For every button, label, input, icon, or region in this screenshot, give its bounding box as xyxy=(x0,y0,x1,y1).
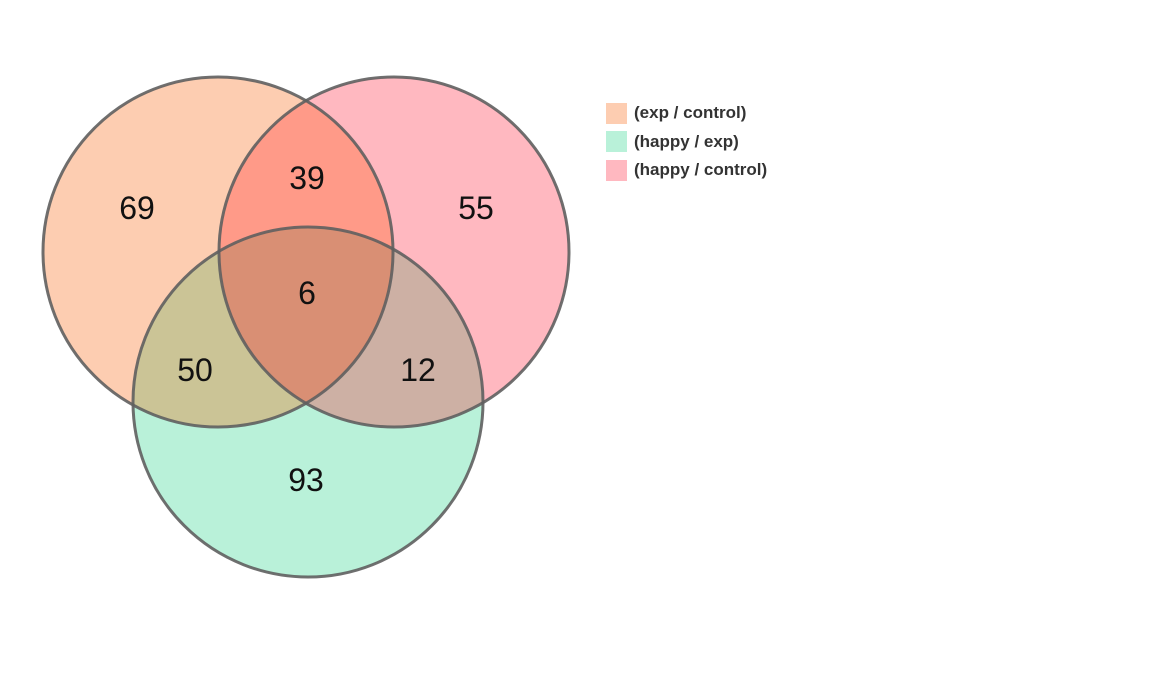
outline-happy-exp xyxy=(131,225,485,579)
legend-item-happy-control: (happy / control) xyxy=(606,156,767,185)
legend-label: (happy / exp) xyxy=(634,131,739,151)
legend: (exp / control) (happy / exp) (happy / c… xyxy=(606,99,767,185)
legend-swatch xyxy=(606,131,627,153)
outline-exp-control xyxy=(41,75,395,429)
count-all-three: 6 xyxy=(298,275,316,311)
count-exp-control-and-happy-control: 39 xyxy=(289,160,325,196)
count-happy-exp-only: 93 xyxy=(288,462,324,498)
legend-swatch xyxy=(606,159,627,181)
legend-item-exp-control: (exp / control) xyxy=(606,99,767,128)
count-exp-control-only: 69 xyxy=(119,190,155,226)
count-happy-control-only: 55 xyxy=(458,190,494,226)
legend-label: (happy / control) xyxy=(634,160,768,180)
legend-item-happy-exp: (happy / exp) xyxy=(606,128,767,157)
legend-swatch xyxy=(606,102,627,124)
legend-label: (exp / control) xyxy=(634,103,747,123)
count-exp-control-and-happy-exp: 50 xyxy=(177,352,213,388)
count-happy-exp-and-happy-control: 12 xyxy=(400,352,436,388)
